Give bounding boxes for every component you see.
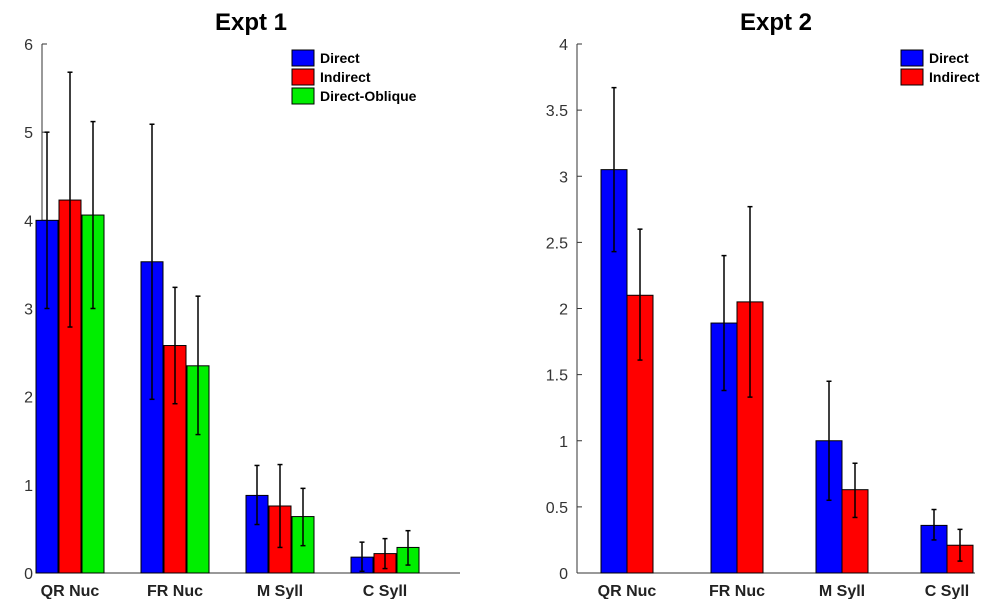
y-tick-label: 5 <box>24 125 33 142</box>
y-tick-label: 0.5 <box>546 500 568 517</box>
legend-entry: Direct <box>929 50 969 66</box>
y-tick-label: 3 <box>24 302 33 319</box>
y-tick-label: 3.5 <box>546 103 568 120</box>
x-tick-label: FR Nuc <box>709 583 765 599</box>
x-tick-label: FR Nuc <box>147 583 203 599</box>
chart-panel-1: Expt 1 0 1 2 3 4 5 6 QR Nuc FR Nuc M Syll C Syll Dir… <box>24 9 460 599</box>
y-tick-label: 1 <box>24 478 33 495</box>
x-tick-label: M Syll <box>819 583 865 599</box>
y-tick-label: 4 <box>559 37 568 54</box>
y-tick-label: 1 <box>559 434 568 451</box>
y-tick-label: 4 <box>24 213 33 230</box>
chart-panel-2: Expt 2 0 0.5 1 1.5 2 2.5 3 3.5 4 QR Nuc FR Nuc M Syl… <box>546 9 980 599</box>
chart-title: Expt 1 <box>215 9 287 36</box>
x-tick-label: M Syll <box>257 583 303 599</box>
x-tick-label: C Syll <box>363 583 407 599</box>
chart-title: Expt 2 <box>740 9 812 36</box>
y-tick-label: 3 <box>559 169 568 186</box>
y-tick-label: 2 <box>559 302 568 319</box>
y-tick-label: 0 <box>559 566 568 583</box>
legend-entry: Indirect <box>929 69 980 85</box>
x-tick-label: QR Nuc <box>41 583 100 599</box>
legend-entry: Direct-Oblique <box>320 88 417 104</box>
y-tick-label: 2.5 <box>546 235 568 252</box>
y-tick-label: 1.5 <box>546 368 568 385</box>
y-tick-label: 0 <box>24 566 33 583</box>
legend-swatch <box>291 87 315 105</box>
legend-swatch <box>900 49 924 67</box>
legend-swatch <box>900 68 924 86</box>
y-tick-label: 6 <box>24 37 33 54</box>
legend-swatch <box>291 68 315 86</box>
legend-swatch <box>291 49 315 67</box>
bar <box>815 440 843 574</box>
legend-entry: Indirect <box>320 69 371 85</box>
y-tick-label: 2 <box>24 390 33 407</box>
legend-entry: Direct <box>320 50 360 66</box>
x-tick-label: C Syll <box>925 583 969 599</box>
x-tick-label: QR Nuc <box>598 583 657 599</box>
